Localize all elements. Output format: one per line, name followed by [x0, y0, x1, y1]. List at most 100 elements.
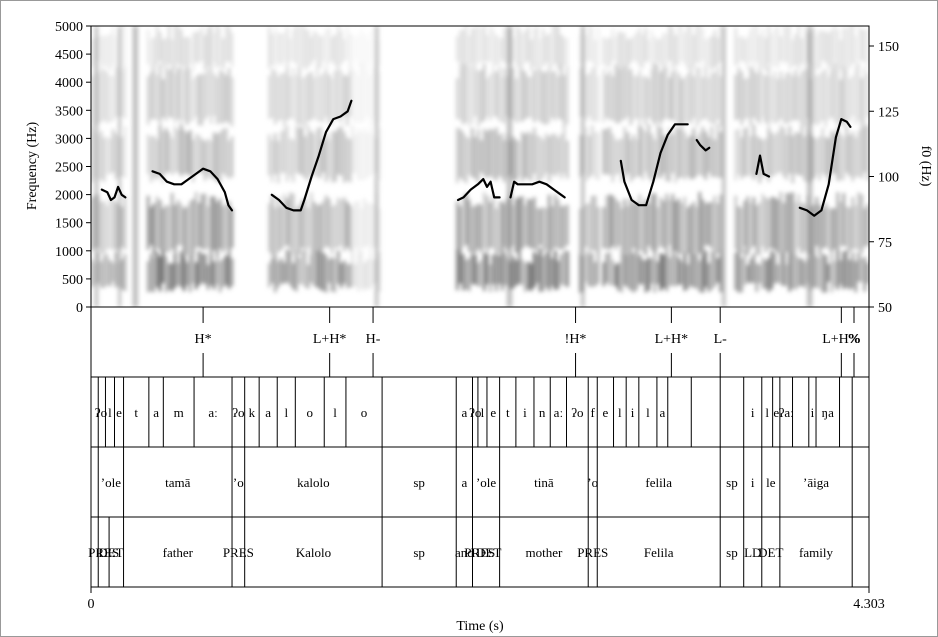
interval-label: father	[163, 545, 194, 560]
interval-label: sp	[413, 475, 425, 490]
interval-label: Felila	[644, 545, 674, 560]
interval-label: ʔaː	[779, 405, 794, 420]
f0-segment	[509, 180, 566, 199]
frequency-tick-label: 3500	[55, 104, 83, 119]
segment-tier: ʔo l e t a m aː ʔo k a l o l o a ʔo l e t i n aː ʔo f e l i l a i l e ʔa…	[90, 376, 870, 448]
interval-label: PRES	[464, 545, 495, 560]
interval-label: ŋa	[822, 405, 834, 420]
f0-tick-label: 100	[878, 171, 899, 186]
time-axis-label: Time (s)	[456, 619, 504, 634]
f0-tick-label: 150	[878, 40, 899, 55]
interval-label: ʼo	[587, 475, 598, 490]
frequency-tick-label: 4500	[55, 48, 83, 63]
f0-segment	[619, 123, 689, 207]
interval-label: aː	[208, 405, 217, 420]
frequency-tick-label: 2500	[55, 161, 83, 176]
interval-label: ʼo	[233, 475, 244, 490]
tone-label: L-	[714, 332, 728, 347]
interval-label: kalolo	[297, 475, 330, 490]
f0-axis: 50 75 100 125 150	[869, 40, 899, 316]
frequency-tick-label: 4000	[55, 76, 83, 91]
tone-label: L+H%	[822, 332, 861, 347]
interval-label: a	[659, 405, 665, 420]
interval-label: a	[461, 475, 467, 490]
interval-label: DET	[476, 545, 501, 560]
frequency-tick-label: 500	[62, 273, 83, 288]
f0-segment	[755, 154, 771, 178]
interval-label: ʔo	[232, 405, 244, 420]
interval-label: e	[602, 405, 608, 420]
interval-label: tinā	[534, 475, 554, 490]
interval-label: LD	[744, 545, 761, 560]
interval-label: ʔo	[95, 405, 107, 420]
frequency-axis: 0 500 1000 1500 2000 2500 3000 3500 4000 4500 5000	[55, 20, 91, 316]
interval-label: sp	[413, 545, 425, 560]
tone-label: H*	[195, 332, 212, 347]
interval-label: aː	[554, 405, 563, 420]
interval-label: a	[461, 405, 467, 420]
interval-label: family	[799, 545, 833, 560]
time-end-label: 4.303	[853, 597, 885, 612]
interval-label: e	[773, 405, 779, 420]
f0-tick-label: 75	[878, 236, 892, 251]
frequency-tick-label: 5000	[55, 20, 83, 35]
interval-label: l	[618, 405, 622, 420]
interval-label: mother	[526, 545, 563, 560]
interval-label: ʼole	[476, 475, 496, 490]
interval-label: sp	[726, 545, 738, 560]
f0-contour	[100, 99, 852, 217]
interval-label: i	[631, 405, 635, 420]
frequency-axis-label: Frequency (Hz)	[25, 122, 40, 211]
tone-label: %	[848, 332, 860, 347]
word-tier: ʼole tamā ʼo kalolo sp a ʼole tinā ʼo felila sp i le…	[90, 446, 870, 518]
interval-label: a	[265, 405, 271, 420]
interval-label: o	[307, 405, 314, 420]
interval-label: l	[108, 405, 112, 420]
interval-label: ʼole	[101, 475, 121, 490]
tone-label: L+H*	[313, 332, 347, 347]
tone-label: H-	[366, 332, 381, 347]
interval-label: l	[646, 405, 650, 420]
interval-label: t	[506, 405, 510, 420]
f0-segment	[100, 185, 127, 202]
interval-label: i	[523, 405, 527, 420]
interval-label: l	[284, 405, 288, 420]
interval-label: l	[333, 405, 337, 420]
interval-label: ʔo	[571, 405, 583, 420]
f0-tick-label: 50	[878, 301, 892, 316]
interval-label: l	[481, 405, 485, 420]
interval-label: o	[361, 405, 368, 420]
spectrogram	[91, 26, 869, 307]
interval-label: l	[765, 405, 769, 420]
interval-label: i	[811, 405, 815, 420]
interval-label: felila	[645, 475, 672, 490]
interval-label: and	[455, 545, 474, 560]
interval-label: e	[116, 405, 122, 420]
interval-label: m	[174, 405, 184, 420]
frequency-tick-label: 2000	[55, 189, 83, 204]
time-start-label: 0	[88, 597, 95, 612]
tone-tier: H* L+H* H- !H* L+H* L- L+H%%	[90, 306, 870, 378]
frequency-tick-label: 1000	[55, 245, 83, 260]
interval-label: i	[751, 475, 755, 490]
frequency-tick-label: 3000	[55, 132, 83, 147]
tone-label: L+H*	[655, 332, 689, 347]
interval-label: PRES	[223, 545, 254, 560]
interval-label: n	[539, 405, 546, 420]
interval-label: DET	[98, 545, 123, 560]
interval-label: PRES	[88, 545, 119, 560]
interval-label: PRES	[577, 545, 608, 560]
interval-label: le	[766, 475, 776, 490]
interval-label: sp	[726, 475, 738, 490]
f0-axis-label: f0 (Hz)	[918, 146, 933, 187]
interval-label: ʼāiga	[803, 475, 829, 490]
interval-label: f	[591, 405, 596, 420]
interval-label: i	[751, 405, 755, 420]
interval-label: tamā	[165, 475, 190, 490]
interval-label: ʔo	[469, 405, 481, 420]
tone-label: !H*	[565, 332, 587, 347]
interval-label: a	[153, 405, 159, 420]
f0-segment	[695, 138, 711, 152]
